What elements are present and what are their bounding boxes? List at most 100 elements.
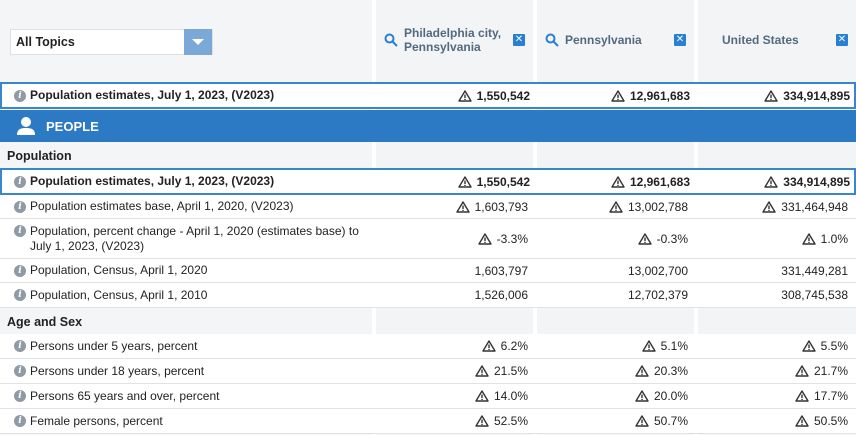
value: -0.3% bbox=[656, 231, 688, 246]
table-row[interactable]: i Female persons, percent 52.5% 50.7% 50.… bbox=[0, 409, 856, 434]
warning-icon[interactable] bbox=[455, 200, 470, 213]
value: 334,914,895 bbox=[783, 174, 850, 189]
search-icon[interactable] bbox=[545, 33, 559, 47]
table-row[interactable]: i Population estimates, July 1, 2023, (V2… bbox=[0, 168, 856, 195]
value-cell: 20.0% bbox=[537, 384, 694, 408]
warning-icon[interactable] bbox=[481, 340, 496, 352]
table-row[interactable]: i Persons under 5 years, percent 6.2% 5.1… bbox=[0, 334, 856, 359]
value-cell: 5.1% bbox=[537, 334, 694, 358]
value: 13,002,788 bbox=[627, 199, 688, 214]
section-title: PEOPLE bbox=[46, 118, 99, 134]
warning-icon[interactable] bbox=[795, 415, 809, 427]
row-label-cell: i Population, percent change - April 1, 2… bbox=[0, 219, 372, 258]
row-label-cell: i Persons under 18 years, percent bbox=[0, 359, 372, 383]
value: 1,550,542 bbox=[476, 174, 530, 189]
value: 17.7% bbox=[813, 389, 848, 403]
table-row[interactable]: i Persons under 18 years, percent 21.5% 2… bbox=[0, 359, 856, 384]
info-icon[interactable]: i bbox=[14, 415, 26, 427]
warning-icon[interactable] bbox=[475, 415, 489, 427]
pinned-row[interactable]: i Population estimates, July 1, 2023, (V… bbox=[0, 82, 856, 109]
warning-icon[interactable] bbox=[801, 340, 816, 352]
topics-dropdown[interactable]: All Topics bbox=[10, 29, 213, 55]
table-row[interactable]: i Population, Census, April 1, 2020 1,603… bbox=[0, 259, 856, 283]
warning-icon[interactable] bbox=[477, 232, 492, 245]
info-icon[interactable]: i bbox=[14, 200, 26, 213]
warning-icon[interactable] bbox=[641, 340, 656, 352]
group-age-and-sex: Age and Sex bbox=[0, 310, 856, 334]
value-cell: 1,550,542 bbox=[378, 170, 535, 193]
value-cell: 1,550,542 bbox=[378, 84, 535, 107]
info-icon[interactable]: i bbox=[14, 225, 26, 237]
info-icon[interactable]: i bbox=[14, 390, 26, 402]
table-row[interactable]: i Persons 65 years and over, percent 14.0… bbox=[0, 384, 856, 409]
warning-icon[interactable] bbox=[637, 232, 652, 245]
warning-icon[interactable] bbox=[762, 200, 776, 213]
warning-icon[interactable] bbox=[764, 175, 778, 188]
chevron-down-icon[interactable] bbox=[184, 29, 212, 55]
value-cell: 334,914,895 bbox=[700, 84, 856, 107]
warning-icon[interactable] bbox=[611, 175, 625, 188]
value-cell: 52.5% bbox=[376, 409, 533, 433]
value: 21.7% bbox=[813, 364, 848, 378]
info-icon[interactable]: i bbox=[14, 264, 26, 277]
warning-icon[interactable] bbox=[635, 365, 649, 377]
value-cell: 14.0% bbox=[376, 384, 533, 408]
warning-icon[interactable] bbox=[609, 200, 623, 213]
value-cell: 5.5% bbox=[698, 334, 856, 358]
geo-header-united-states: United States ✕ bbox=[698, 0, 856, 80]
value: 52.5% bbox=[493, 414, 528, 428]
warning-icon[interactable] bbox=[795, 390, 809, 402]
geo-header-philadelphia: Philadelphia city, Pennsylvania ✕ bbox=[376, 0, 533, 80]
table-row[interactable]: i Population, Census, April 1, 2010 1,526… bbox=[0, 283, 856, 308]
warning-icon[interactable] bbox=[801, 232, 816, 245]
warning-icon[interactable] bbox=[635, 390, 649, 402]
value: 14.0% bbox=[493, 389, 528, 403]
close-icon[interactable]: ✕ bbox=[836, 34, 848, 46]
info-icon[interactable]: i bbox=[14, 289, 26, 301]
row-label: Population, Census, April 1, 2020 bbox=[30, 263, 208, 277]
value: 12,961,683 bbox=[629, 174, 690, 189]
row-label: Population estimates, July 1, 2023, (V20… bbox=[30, 88, 275, 102]
warning-icon[interactable] bbox=[611, 89, 625, 102]
value-cell: 20.3% bbox=[537, 359, 694, 383]
row-label: Persons under 18 years, percent bbox=[30, 363, 205, 378]
warning-icon[interactable] bbox=[457, 89, 472, 102]
row-label: Female persons, percent bbox=[30, 413, 163, 428]
warning-icon[interactable] bbox=[475, 365, 489, 377]
warning-icon[interactable] bbox=[795, 365, 809, 377]
search-icon[interactable] bbox=[384, 33, 398, 47]
value-cell: 50.7% bbox=[537, 409, 694, 433]
value-cell: 1,603,797 bbox=[376, 259, 533, 282]
value-cell: 331,449,281 bbox=[698, 259, 856, 282]
close-icon[interactable]: ✕ bbox=[674, 34, 686, 46]
value-cell: 17.7% bbox=[698, 384, 856, 408]
value-cell: 12,961,683 bbox=[539, 84, 696, 107]
row-label: Population, Census, April 1, 2010 bbox=[30, 287, 208, 302]
info-icon[interactable]: i bbox=[14, 89, 26, 102]
warning-icon[interactable] bbox=[764, 89, 778, 102]
warning-icon[interactable] bbox=[457, 175, 472, 188]
warning-icon[interactable] bbox=[475, 390, 489, 402]
table-row[interactable]: i Population, percent change - April 1, 2… bbox=[0, 219, 856, 259]
person-icon bbox=[17, 117, 35, 135]
value: 331,449,281 bbox=[781, 263, 848, 278]
section-people[interactable]: PEOPLE bbox=[0, 110, 856, 142]
geo-name: Philadelphia city, Pennsylvania bbox=[404, 26, 502, 54]
info-icon[interactable]: i bbox=[14, 365, 26, 377]
value-cell: 308,745,538 bbox=[698, 283, 856, 307]
warning-icon[interactable] bbox=[635, 415, 649, 427]
value: 21.5% bbox=[493, 364, 528, 378]
value-cell: 13,002,700 bbox=[537, 259, 694, 282]
value: 5.1% bbox=[660, 339, 688, 353]
value-cell: 12,702,379 bbox=[537, 283, 694, 307]
row-label: Population estimates, July 1, 2023, (V20… bbox=[30, 174, 275, 188]
value-cell: 331,464,948 bbox=[698, 195, 856, 218]
info-icon[interactable]: i bbox=[14, 340, 26, 352]
value-cell: -3.3% bbox=[376, 219, 533, 258]
value: 20.3% bbox=[653, 364, 688, 378]
value: 20.0% bbox=[653, 389, 688, 403]
table-row[interactable]: i Population estimates base, April 1, 202… bbox=[0, 195, 856, 219]
info-icon[interactable]: i bbox=[14, 175, 26, 188]
value: 5.5% bbox=[820, 339, 848, 353]
close-icon[interactable]: ✕ bbox=[513, 34, 525, 46]
